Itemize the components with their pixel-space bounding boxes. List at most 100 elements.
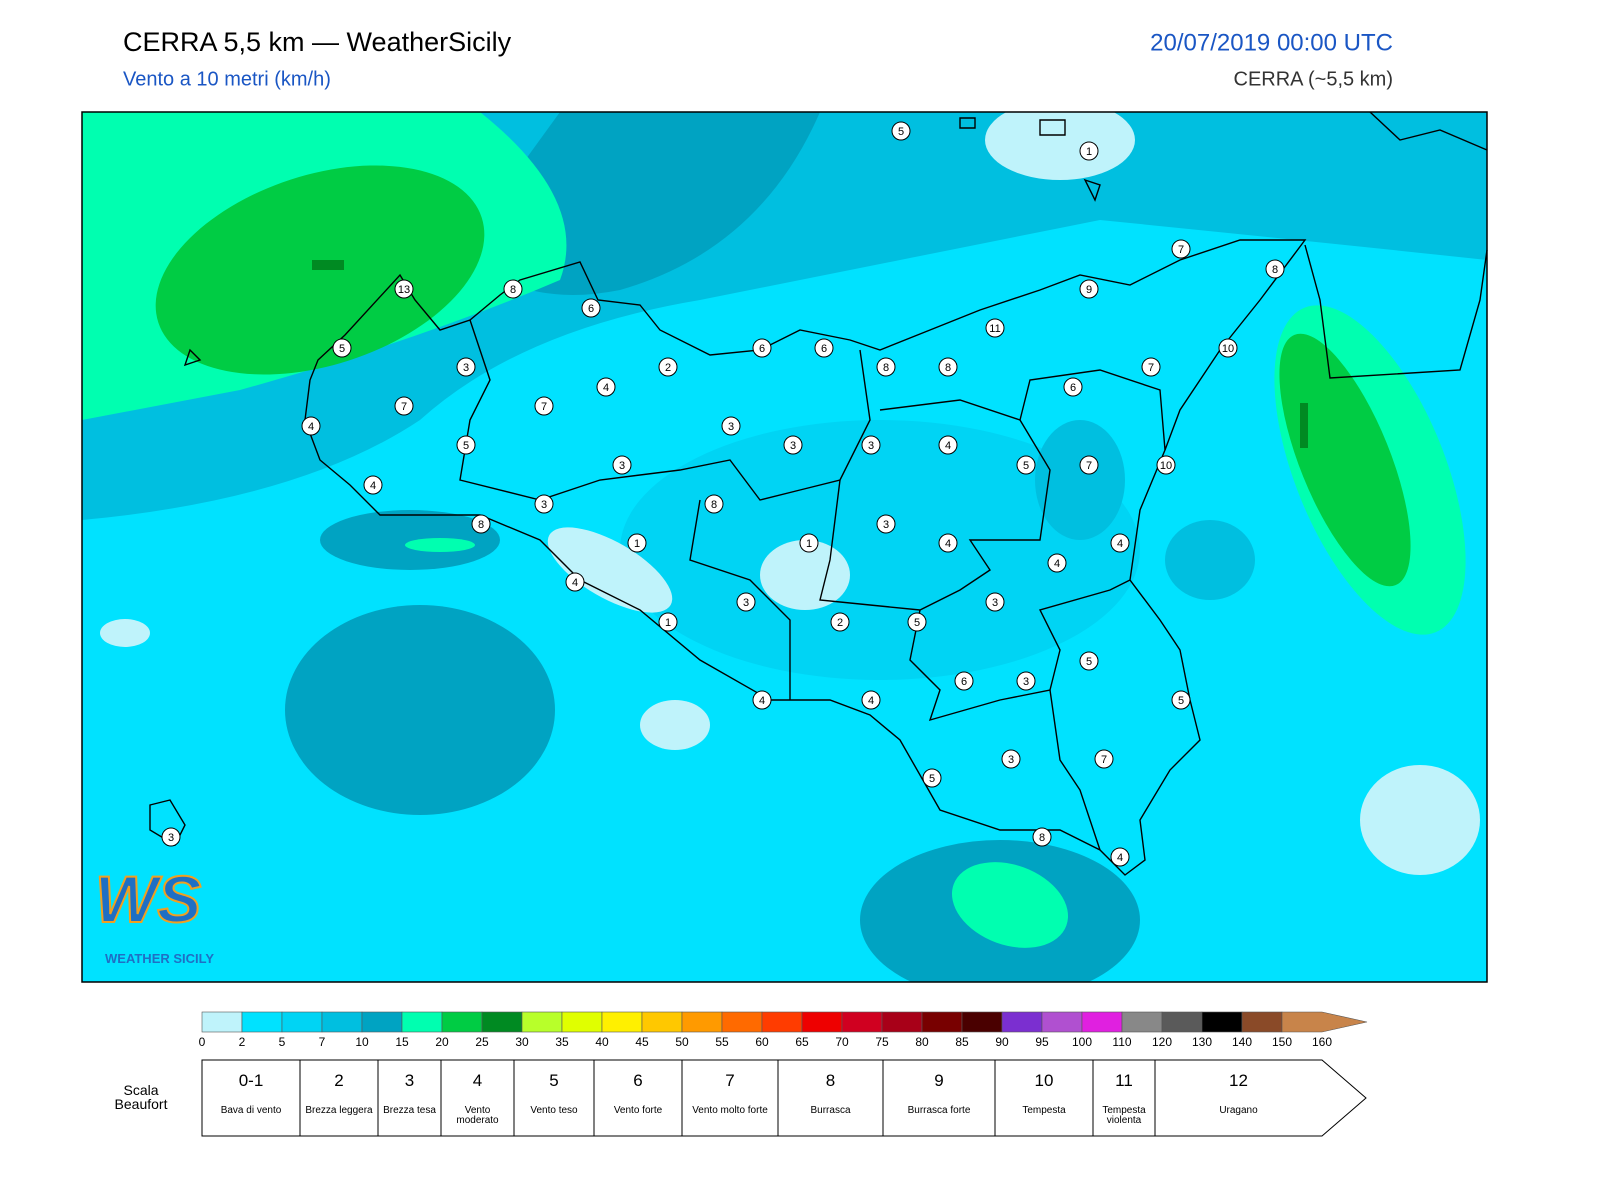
station-value: 7 xyxy=(1148,362,1154,374)
model-label: CERRA (~5,5 km) xyxy=(1234,68,1393,90)
station-value: 5 xyxy=(898,126,904,138)
colorbar-swatch xyxy=(721,1011,763,1033)
station-value: 2 xyxy=(837,617,843,629)
colorbar-tick-label: 85 xyxy=(955,1035,969,1049)
station-value: 10 xyxy=(1222,343,1234,355)
colorbar-tick-label: 65 xyxy=(795,1035,809,1049)
colorbar-tick-label: 25 xyxy=(475,1035,489,1049)
station-value: 3 xyxy=(619,460,625,472)
station-value: 6 xyxy=(961,676,967,688)
station-value: 5 xyxy=(1178,695,1184,707)
beaufort-name: Burrasca forte xyxy=(907,1105,971,1116)
colorbar-swatch xyxy=(1121,1011,1163,1033)
colorbar-swatch xyxy=(881,1011,923,1033)
beaufort-force: 5 xyxy=(549,1071,559,1090)
station-marker xyxy=(1001,749,1021,769)
station-value: 8 xyxy=(510,284,516,296)
colorbar-tick-label: 55 xyxy=(715,1035,729,1049)
station-marker xyxy=(627,533,647,553)
station-marker xyxy=(1141,357,1161,377)
station-value: 9 xyxy=(1086,284,1092,296)
station-value: 5 xyxy=(1023,460,1029,472)
colorbar-tick-label: 130 xyxy=(1192,1035,1212,1049)
station-value: 6 xyxy=(1070,382,1076,394)
colorbar-swatch xyxy=(1001,1011,1043,1033)
station-marker xyxy=(938,357,958,377)
station-marker xyxy=(907,612,927,632)
colorbar-swatch xyxy=(361,1011,403,1033)
beaufort-force: 0-1 xyxy=(238,1071,264,1090)
colorbar-tick-label: 35 xyxy=(555,1035,569,1049)
station-marker xyxy=(161,827,181,847)
colorbar-tick-label: 0 xyxy=(199,1035,206,1049)
station-marker xyxy=(363,475,383,495)
station-marker xyxy=(612,455,632,475)
colorbar-tick-label: 110 xyxy=(1112,1035,1131,1049)
station-marker xyxy=(783,435,803,455)
station-marker xyxy=(736,592,756,612)
coastlines xyxy=(149,111,1488,876)
station-value: 3 xyxy=(541,499,547,511)
station-marker xyxy=(814,338,834,358)
colorbar-swatch xyxy=(441,1011,483,1033)
station-marker xyxy=(1265,259,1285,279)
station-marker xyxy=(861,690,881,710)
station-value: 3 xyxy=(1008,754,1014,766)
colorbar-swatch xyxy=(521,1011,563,1033)
station-marker xyxy=(456,435,476,455)
beaufort-table xyxy=(201,1059,1367,1137)
colorbar-tick-label: 40 xyxy=(595,1035,609,1049)
map-frame xyxy=(81,111,1488,983)
beaufort-name: Brezza leggera xyxy=(305,1105,373,1116)
station-marker xyxy=(565,572,585,592)
colorbar-tick-label: 60 xyxy=(755,1035,769,1049)
colorbar-swatch xyxy=(601,1011,643,1033)
station-marker xyxy=(394,279,414,299)
beaufort-force: 10 xyxy=(1034,1071,1054,1090)
beaufort-name: Tempesta xyxy=(1022,1105,1066,1116)
colorbar-swatch xyxy=(1161,1011,1203,1033)
station-value: 6 xyxy=(759,343,765,355)
station-marker xyxy=(658,357,678,377)
station-marker xyxy=(534,494,554,514)
colorbar-tick-label: 15 xyxy=(395,1035,409,1049)
colorbar-swatch xyxy=(681,1011,723,1033)
station-value: 8 xyxy=(1039,832,1045,844)
colorbar-tick-label: 20 xyxy=(435,1035,449,1049)
colorbar-tick-label: 7 xyxy=(319,1035,326,1049)
beaufort-name: Tempesta violenta xyxy=(1102,1105,1146,1126)
station-value: 7 xyxy=(1101,754,1107,766)
station-value: 3 xyxy=(992,597,998,609)
logo: WS WEATHER SICILY xyxy=(94,861,214,966)
colorbar-swatch xyxy=(761,1011,803,1033)
beaufort-force: 7 xyxy=(725,1071,735,1090)
station-marker xyxy=(1079,279,1099,299)
colorbar-swatch xyxy=(801,1011,843,1033)
station-marker xyxy=(1016,671,1036,691)
station-marker xyxy=(876,357,896,377)
station-value: 4 xyxy=(868,695,874,707)
colorbar-tick-label: 2 xyxy=(239,1035,246,1049)
beaufort-name: Vento moderato xyxy=(456,1105,499,1126)
station-marker xyxy=(830,612,850,632)
colorbar-swatch xyxy=(1201,1011,1243,1033)
station-value: 8 xyxy=(478,519,484,531)
beaufort-force: 4 xyxy=(472,1071,483,1090)
beaufort-name: Vento forte xyxy=(613,1105,663,1116)
colorbar-tick-label: 160 xyxy=(1312,1035,1332,1049)
station-marker xyxy=(534,396,554,416)
station-value: 4 xyxy=(308,421,314,433)
station-marker xyxy=(1094,749,1114,769)
colorbar-swatch xyxy=(1041,1011,1083,1033)
station-marker xyxy=(938,533,958,553)
station-value: 3 xyxy=(868,440,874,452)
colorbar-tick-label: 95 xyxy=(1035,1035,1049,1049)
colorbar-swatch xyxy=(241,1011,283,1033)
colorbar-swatch xyxy=(561,1011,603,1033)
station-marker xyxy=(1079,651,1099,671)
colorbar-swatch xyxy=(1241,1011,1283,1033)
colorbar-swatch xyxy=(201,1011,243,1033)
colorbar-swatch xyxy=(641,1011,683,1033)
